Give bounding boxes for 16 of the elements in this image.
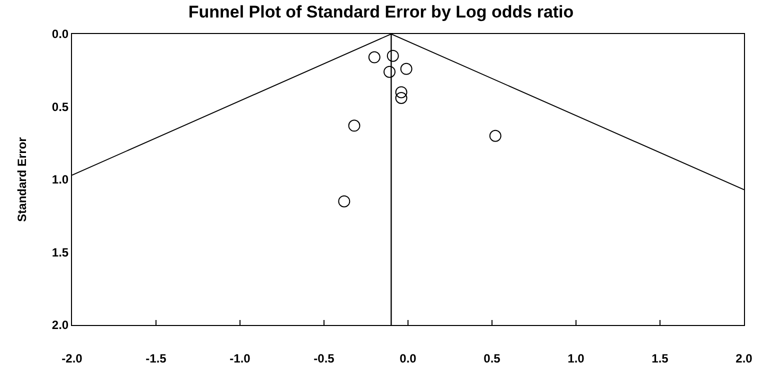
x-tick-label: -2.0: [62, 351, 83, 366]
x-tick-label: -1.5: [146, 351, 167, 366]
y-tick-label: 2.0: [52, 318, 69, 332]
y-tick-label: 0.0: [52, 27, 69, 42]
x-tick-label: 2.0: [736, 351, 753, 366]
x-tick-label: -1.0: [230, 351, 251, 366]
chart-title: Funnel Plot of Standard Error by Log odds ratio: [188, 2, 574, 22]
x-tick-label: 0.0: [400, 351, 417, 366]
x-tick-label: -0.5: [314, 351, 335, 366]
x-tick-label: 1.5: [652, 351, 669, 366]
y-tick-label: 1.5: [52, 245, 69, 260]
x-tick-label: 0.5: [484, 351, 501, 366]
y-tick-label: 1.0: [52, 172, 69, 187]
y-tick-label: 0.5: [52, 100, 69, 114]
x-tick-label: 1.0: [568, 351, 585, 366]
y-axis-title: Standard Error: [15, 136, 30, 222]
